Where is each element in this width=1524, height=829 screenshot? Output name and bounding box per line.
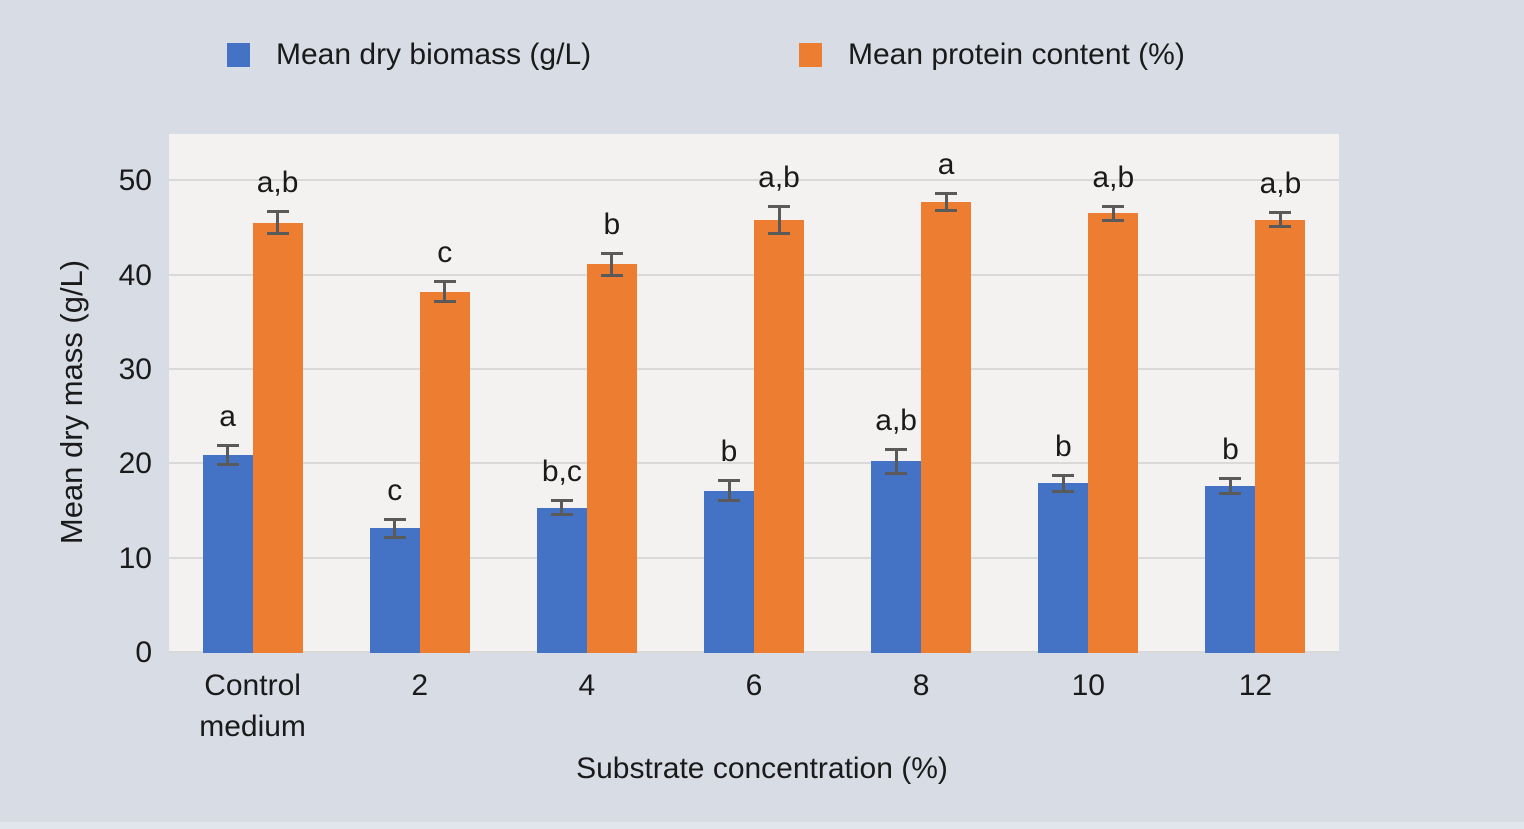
error-bar xyxy=(1219,476,1242,496)
plot-area: a a,b c c b,c b b a,b a,b a b a,b b a,b xyxy=(169,134,1339,653)
significance-label: a,b xyxy=(875,404,917,438)
x-tick-label: 10 xyxy=(1071,669,1105,702)
error-bar-stem xyxy=(1111,207,1115,219)
y-tick-label: 30 xyxy=(118,352,152,386)
x-tick-label: 4 xyxy=(578,669,596,702)
error-bar xyxy=(1052,473,1075,493)
error-bar xyxy=(768,204,790,235)
bar-biomass-0 xyxy=(202,454,253,653)
legend-entry-biomass: Mean dry biomass (g/L) xyxy=(227,40,591,70)
significance-label: a xyxy=(937,147,955,181)
significance-label: a,b xyxy=(1092,160,1135,194)
bar-biomass-3 xyxy=(704,490,754,653)
significance-label: b xyxy=(720,435,738,469)
bar-protein-6 xyxy=(1255,219,1306,653)
error-bar xyxy=(266,210,289,235)
bar-protein-4 xyxy=(921,201,972,653)
error-bar xyxy=(935,191,958,213)
bar-protein-3 xyxy=(754,219,804,653)
error-bar xyxy=(383,518,406,539)
significance-label: b xyxy=(603,207,621,241)
bar-biomass-4 xyxy=(871,461,922,653)
significance-label: b,c xyxy=(541,455,582,489)
significance-label: c xyxy=(437,236,453,270)
error-bar xyxy=(600,251,623,277)
error-bar-stem xyxy=(610,254,614,274)
error-bar xyxy=(718,479,740,503)
bar-biomass-1 xyxy=(369,528,420,653)
bar-biomass-6 xyxy=(1205,485,1256,653)
biomass-legend-swatch-icon xyxy=(227,43,250,67)
page-edge-strip xyxy=(0,822,1524,829)
bar-protein-0 xyxy=(252,222,303,653)
error-bar xyxy=(550,499,573,517)
x-axis-title: Substrate concentration (%) xyxy=(576,752,948,785)
y-tick-label: 40 xyxy=(118,258,152,292)
bar-biomass-2 xyxy=(536,507,587,653)
bar-protein-1 xyxy=(419,291,470,653)
error-bar-stem xyxy=(1278,214,1282,226)
legend-entry-protein: Mean protein content (%) xyxy=(799,40,1185,70)
error-bar-stem xyxy=(777,207,781,232)
significance-label: b xyxy=(1222,432,1239,466)
x-tick-label: Control medium xyxy=(199,669,306,743)
error-bar-stem xyxy=(560,502,564,514)
legend-label-protein: Mean protein content (%) xyxy=(848,38,1185,71)
x-tick-label: 6 xyxy=(745,669,763,702)
significance-label: c xyxy=(387,474,403,508)
error-bar-stem xyxy=(276,213,280,232)
y-axis-title: Mean dry mass (g/L) xyxy=(54,259,89,545)
legend-label-biomass: Mean dry biomass (g/L) xyxy=(276,38,592,71)
error-bar-stem xyxy=(1061,476,1065,490)
protein-legend-swatch-icon xyxy=(799,43,822,67)
error-bar xyxy=(1269,211,1292,229)
significance-label: a xyxy=(219,399,236,433)
error-bar-stem xyxy=(226,446,230,464)
error-bar-stem xyxy=(443,283,447,300)
y-tick-label: 50 xyxy=(118,164,152,198)
error-bar-stem xyxy=(944,194,948,210)
y-tick-label: 20 xyxy=(118,447,152,481)
x-tick-label: 12 xyxy=(1238,669,1273,702)
x-tick-label: 2 xyxy=(411,669,429,702)
significance-label: a,b xyxy=(256,166,299,200)
significance-label: a,b xyxy=(758,160,800,194)
bar-protein-2 xyxy=(586,264,637,653)
x-tick-label: 8 xyxy=(912,669,930,702)
y-tick-label: 0 xyxy=(135,636,152,669)
error-bar xyxy=(885,448,908,475)
significance-label: b xyxy=(1054,429,1072,463)
error-bar xyxy=(216,443,239,467)
error-bar-stem xyxy=(894,451,898,472)
gridline xyxy=(169,179,1339,182)
error-bar-stem xyxy=(727,482,731,500)
bar-protein-5 xyxy=(1088,213,1139,653)
error-bar xyxy=(1102,204,1125,222)
y-tick-label: 10 xyxy=(118,541,152,575)
bar-biomass-5 xyxy=(1038,483,1089,653)
error-bar-stem xyxy=(393,521,397,536)
error-bar-stem xyxy=(1228,479,1232,493)
significance-label: a,b xyxy=(1259,167,1302,201)
error-bar xyxy=(433,280,456,303)
